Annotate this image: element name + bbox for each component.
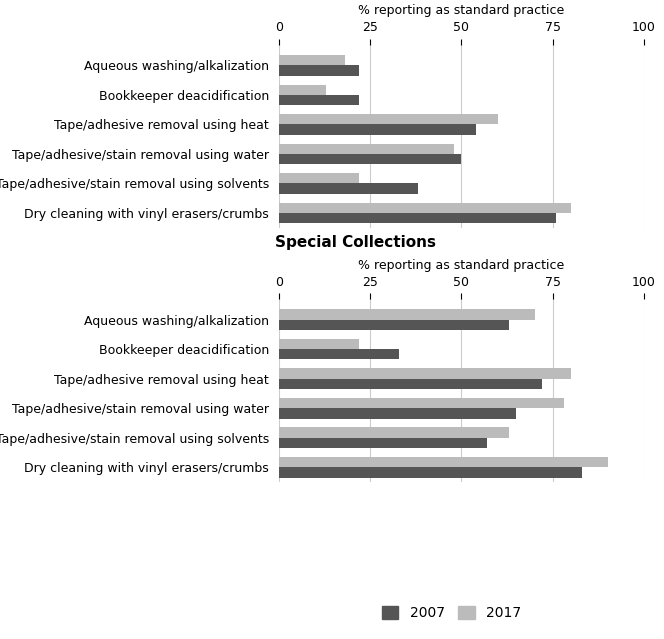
Bar [279,114,498,125]
Bar [279,398,564,408]
Bar [279,55,345,65]
Bar [279,84,327,95]
Bar [279,309,535,320]
Legend: 2007, 2017: 2007, 2017 [376,601,527,626]
Bar [279,368,571,379]
Bar [279,349,399,360]
Bar [279,65,359,76]
Bar [279,339,359,349]
Bar [279,144,454,154]
X-axis label: % reporting as standard practice: % reporting as standard practice [359,259,564,272]
Bar [279,183,418,194]
Bar [279,427,509,438]
Bar [279,320,509,330]
Bar [279,213,556,224]
Bar [279,379,542,389]
Bar [279,125,476,135]
Bar [279,467,582,477]
Bar [279,438,487,448]
Bar [279,457,608,467]
Bar [279,203,571,213]
Bar [279,95,359,105]
Text: Special Collections: Special Collections [276,235,436,250]
Bar [279,154,461,164]
X-axis label: % reporting as standard practice: % reporting as standard practice [359,4,564,17]
Bar [279,408,517,419]
Bar [279,173,359,183]
